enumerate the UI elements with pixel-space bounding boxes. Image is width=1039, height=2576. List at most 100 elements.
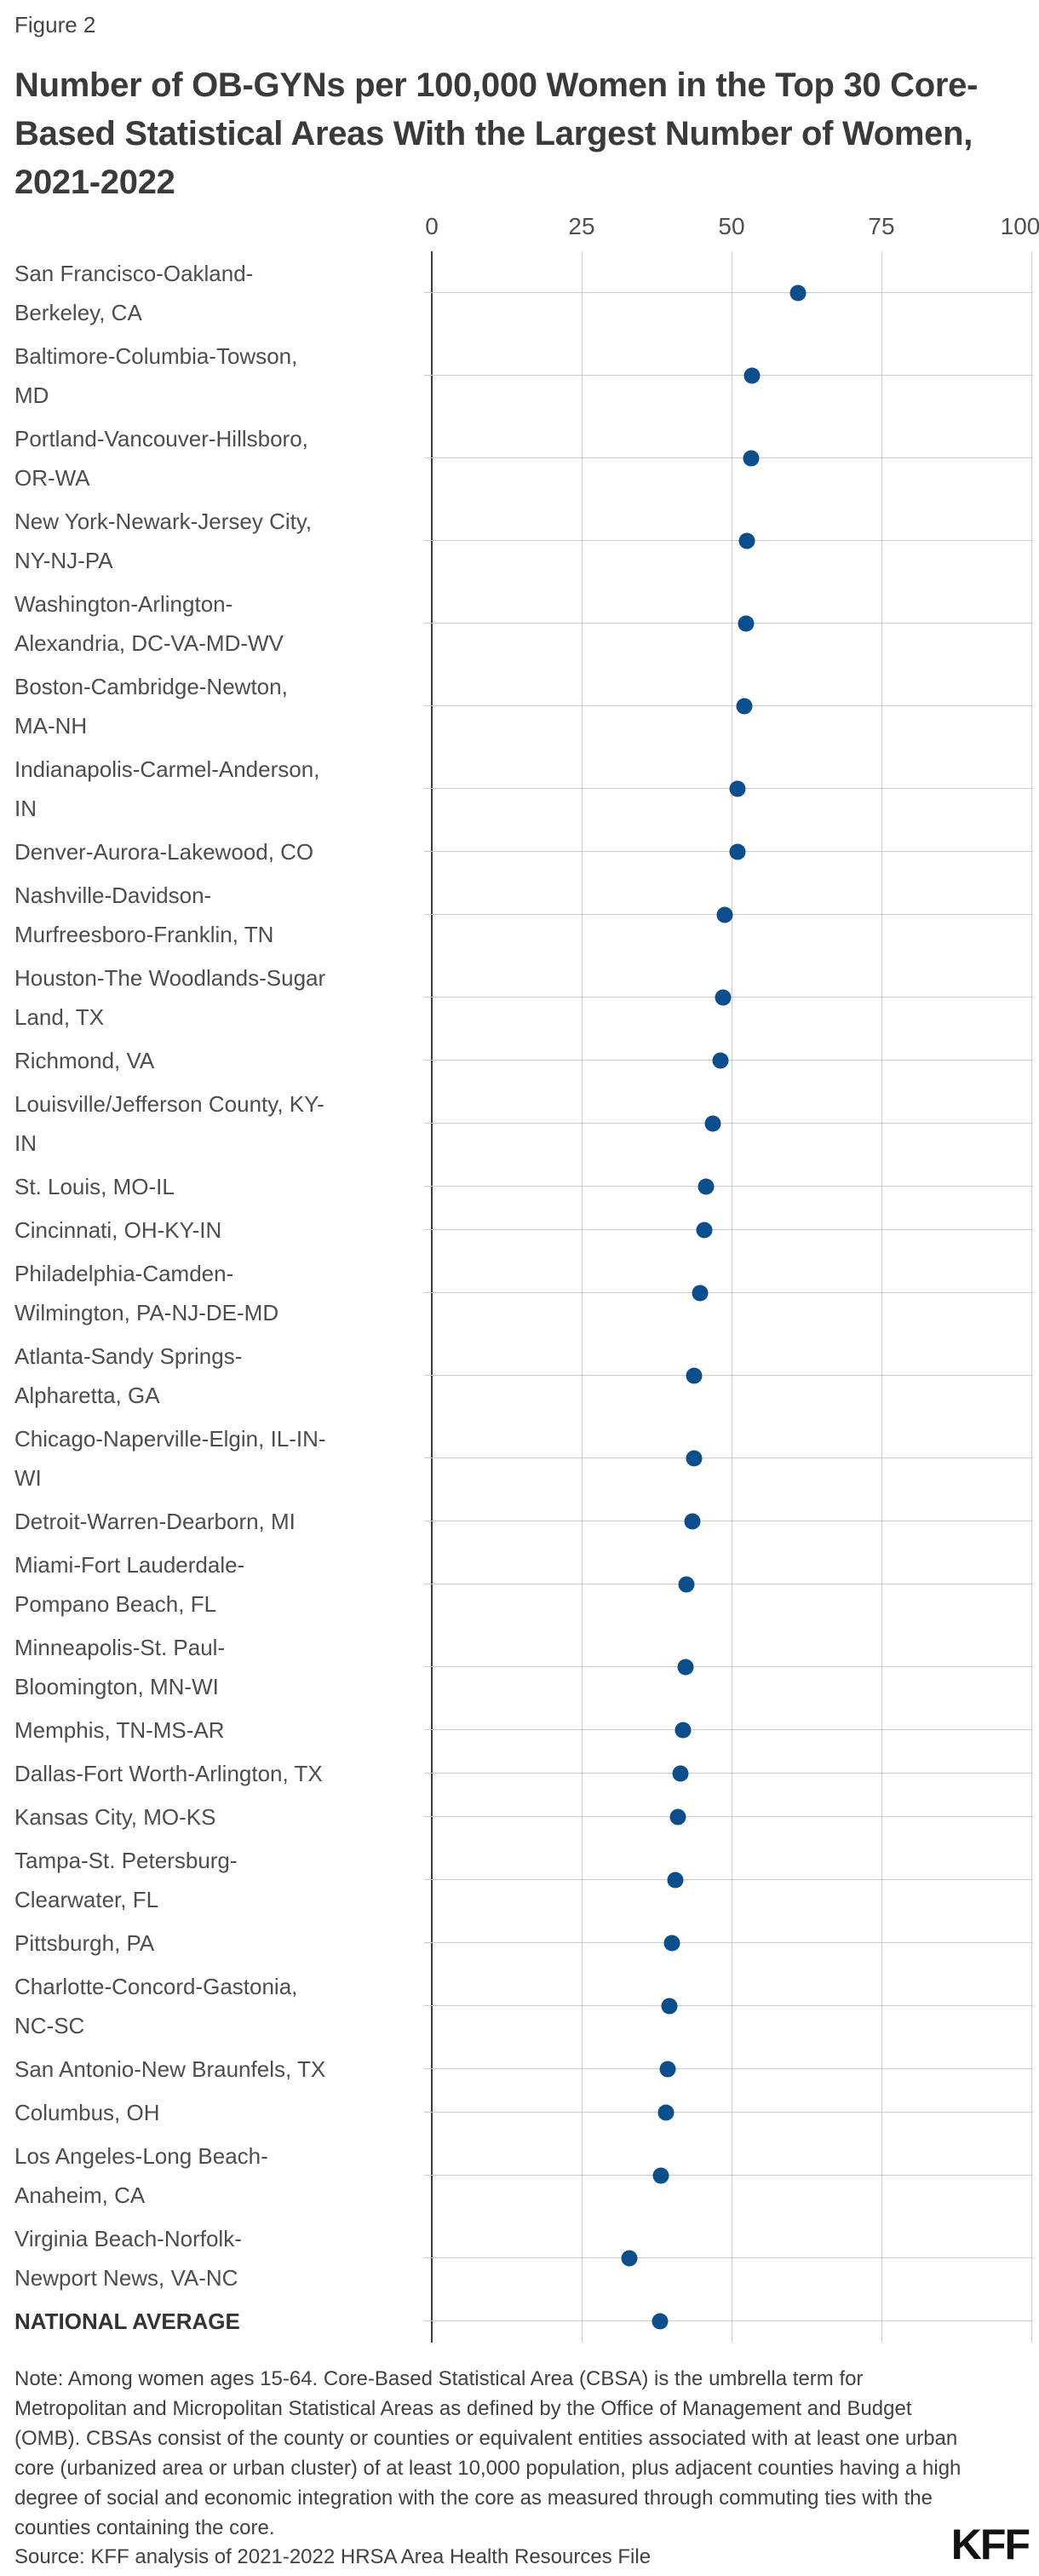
kff-logo: KFF (950, 2521, 1030, 2568)
cbsa-label: Memphis, TN-MS-AR (14, 1716, 225, 1743)
row-gridline (424, 1942, 1033, 1943)
chart-row: Chicago-Naperville-Elgin, IL-IN- WI (0, 1417, 1039, 1499)
data-point-dot[interactable] (674, 1722, 692, 1738)
data-point-dot[interactable] (677, 1659, 694, 1675)
chart-row: NATIONAL AVERAGE (0, 2299, 1039, 2343)
chart-row: Washington-Arlington- Alexandria, DC-VA-M… (0, 582, 1039, 664)
row-gridline (424, 1816, 1033, 1817)
row-gridline (424, 1123, 1033, 1124)
chart-row: New York-Newark-Jersey City, NY-NJ-PA (0, 499, 1039, 582)
row-gridline (424, 851, 1033, 852)
data-point-dot[interactable] (652, 2313, 669, 2329)
row-gridline (424, 2257, 1033, 2258)
row-gridline (424, 623, 1033, 624)
row-gridline (424, 2112, 1033, 2113)
data-point-dot[interactable] (696, 1222, 713, 1238)
data-point-dot[interactable] (789, 285, 807, 301)
chart-row: Atlanta-Sandy Springs- Alpharetta, GA (0, 1334, 1039, 1417)
data-point-dot[interactable] (743, 367, 761, 383)
x-axis-tick-label: 50 (718, 213, 745, 239)
row-gridline (424, 2068, 1033, 2069)
x-axis-tick-label: 0 (425, 213, 439, 239)
figure-number-label: Figure 2 (14, 12, 96, 37)
data-point-dot[interactable] (729, 780, 746, 796)
chart-row: Nashville-Davidson- Murfreesboro-Franklin… (0, 873, 1039, 956)
data-point-dot[interactable] (669, 1808, 686, 1825)
cbsa-label: Virginia Beach-Norfolk- Newport News, VA-… (14, 2225, 242, 2291)
cbsa-label: Columbus, OH (14, 2099, 160, 2125)
data-point-dot[interactable] (659, 2061, 676, 2077)
footnote: Note: Among women ages 15-64. Core-Based… (14, 2367, 962, 2539)
row-gridline (424, 375, 1033, 376)
chart-row: Los Angeles-Long Beach- Anaheim, CA (0, 2134, 1039, 2217)
data-point-dot[interactable] (686, 1450, 703, 1466)
cbsa-label: Kansas City, MO-KS (14, 1803, 216, 1830)
data-point-dot[interactable] (712, 1052, 729, 1068)
data-point-dot[interactable] (661, 1998, 678, 2014)
chart-row: Memphis, TN-MS-AR (0, 1708, 1039, 1751)
row-gridline (424, 1375, 1033, 1376)
data-point-dot[interactable] (736, 698, 753, 714)
row-gridline (424, 292, 1033, 293)
chart-row: Detroit-Warren-Dearborn, MI (0, 1499, 1039, 1543)
row-gridline (424, 2005, 1033, 2006)
data-point-dot[interactable] (729, 843, 746, 860)
data-point-dot[interactable] (697, 1178, 715, 1194)
data-point-dot[interactable] (621, 2250, 638, 2266)
x-axis-tick-label: 100 (1000, 213, 1039, 239)
data-point-dot[interactable] (716, 906, 733, 923)
chart-row: Portland-Vancouver-Hillsboro, OR-WA (0, 417, 1039, 499)
gridline (881, 251, 882, 2343)
cbsa-label: New York-Newark-Jersey City, NY-NJ-PA (14, 508, 313, 573)
data-point-dot[interactable] (715, 989, 732, 1005)
data-point-dot[interactable] (686, 1367, 703, 1383)
chart-row: Charlotte-Concord-Gastonia, NC-SC (0, 1964, 1039, 2047)
chart-row: Louisville/Jefferson County, KY- IN (0, 1082, 1039, 1164)
cbsa-label: Pittsburgh, PA (14, 1929, 155, 1956)
data-point-dot[interactable] (652, 2167, 669, 2183)
cbsa-label: Houston-The Woodlands-Sugar Land, TX (14, 964, 326, 1030)
chart-rows-container: San Francisco-Oakland- Berkeley, CA Baltim… (0, 251, 1039, 2343)
data-point-dot[interactable] (684, 1513, 701, 1529)
cbsa-label: Tampa-St. Petersburg- Clearwater, FL (14, 1847, 238, 1912)
chart-row: Denver-Aurora-Lakewood, CO (0, 830, 1039, 873)
data-point-dot[interactable] (667, 1872, 684, 1888)
data-point-dot[interactable] (738, 615, 755, 631)
data-point-dot[interactable] (663, 1935, 680, 1951)
cbsa-label: Louisville/Jefferson County, KY- IN (14, 1090, 324, 1156)
cbsa-label: Boston-Cambridge-Newton, MA-NH (14, 673, 288, 739)
cbsa-label: San Antonio-New Braunfels, TX (14, 2056, 326, 2082)
data-point-dot[interactable] (657, 2104, 674, 2120)
chart-row: St. Louis, MO-IL (0, 1164, 1039, 1208)
cbsa-label: Chicago-Naperville-Elgin, IL-IN- WI (14, 1425, 326, 1491)
cbsa-label: Dallas-Fort Worth-Arlington, TX (14, 1760, 323, 1786)
data-point-dot[interactable] (678, 1576, 695, 1592)
row-gridline (424, 2320, 1033, 2321)
chart-row: Dallas-Fort Worth-Arlington, TX (0, 1751, 1039, 1795)
cbsa-label: St. Louis, MO-IL (14, 1173, 175, 1199)
row-gridline (424, 705, 1033, 706)
vertical-gridlines (0, 251, 1039, 2343)
chart-row: Miami-Fort Lauderdale- Pompano Beach, FL (0, 1543, 1039, 1625)
y-axis-line (431, 251, 433, 2343)
chart-row: Minneapolis-St. Paul- Bloomington, MN-WI (0, 1625, 1039, 1708)
chart-row: Houston-The Woodlands-Sugar Land, TX (0, 956, 1039, 1038)
data-point-dot[interactable] (692, 1285, 709, 1301)
chart-row: Columbus, OH (0, 2090, 1039, 2134)
cbsa-label: Philadelphia-Camden- Wilmington, PA-NJ-DE… (14, 1260, 279, 1325)
x-axis-tick-label: 75 (868, 213, 895, 239)
row-gridline (424, 1666, 1033, 1667)
gridline (1030, 251, 1032, 2343)
cbsa-label: Washington-Arlington- Alexandria, DC-VA-M… (14, 590, 284, 656)
cbsa-label: Cincinnati, OH-KY-IN (14, 1216, 222, 1243)
data-point-dot[interactable] (672, 1765, 689, 1781)
data-point-dot[interactable] (743, 450, 760, 466)
cbsa-label: San Francisco-Oakland- Berkeley, CA (14, 260, 254, 325)
chart-row: Indianapolis-Carmel-Anderson, IN (0, 747, 1039, 830)
cbsa-label: Richmond, VA (14, 1047, 155, 1073)
row-gridline (424, 788, 1033, 789)
data-point-dot[interactable] (704, 1115, 721, 1131)
data-point-dot[interactable] (738, 532, 755, 549)
row-gridline (424, 540, 1033, 541)
